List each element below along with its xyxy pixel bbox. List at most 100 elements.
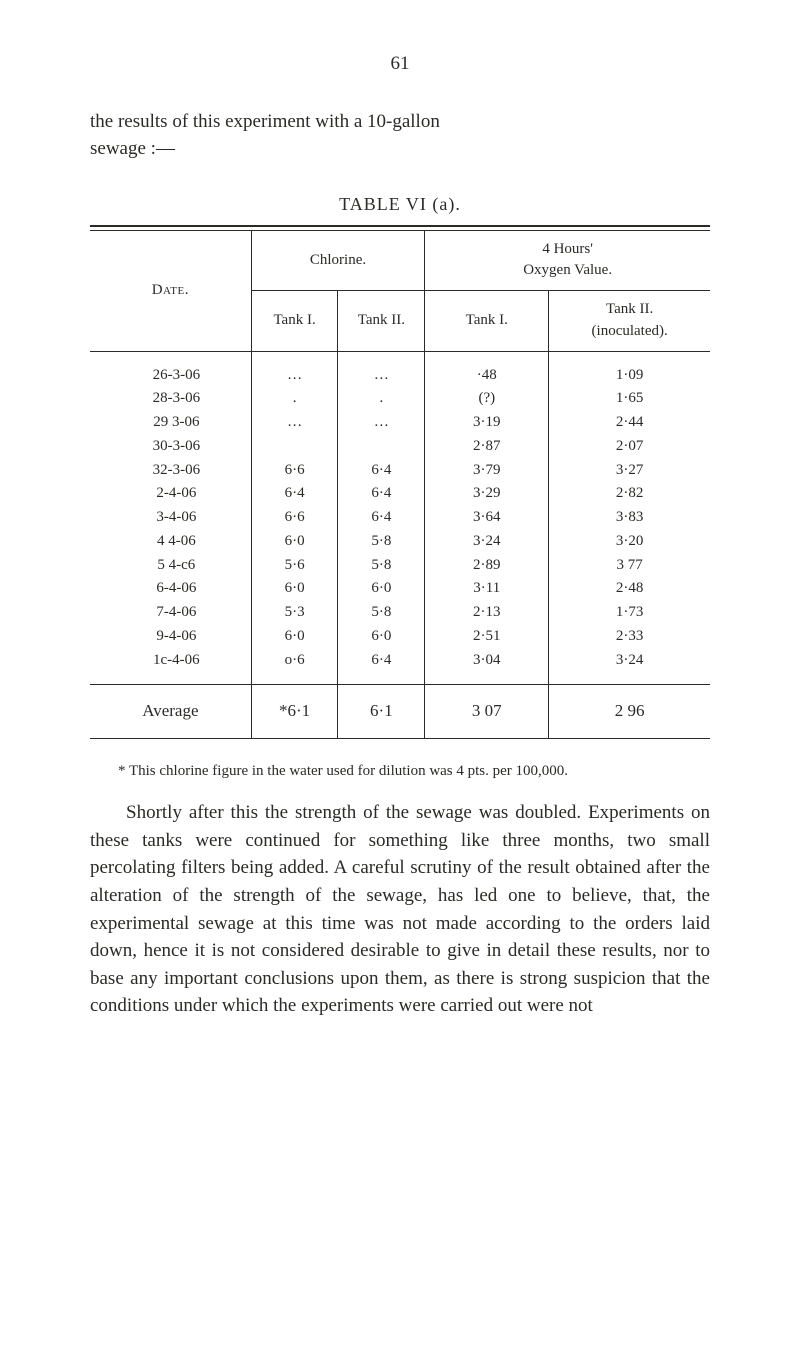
cell-c2: 5·8 <box>338 530 425 554</box>
cell-date: 30-3-06 <box>90 435 251 459</box>
cell-o2: 2·33 <box>549 625 710 649</box>
cell-date: 6-4-06 <box>90 577 251 601</box>
table-row <box>90 351 710 364</box>
cell-o1: 3·19 <box>425 411 549 435</box>
cell-o2: 2·07 <box>549 435 710 459</box>
cell-c2: 5·8 <box>338 554 425 578</box>
table-row: 6-4-06 6·0 6·0 3·11 2·48 <box>90 577 710 601</box>
cell-c1 <box>251 435 338 459</box>
cell-o1: 2·87 <box>425 435 549 459</box>
cell-o2: 1·65 <box>549 387 710 411</box>
table-row: 2-4-06 6·4 6·4 3·29 2·82 <box>90 482 710 506</box>
cell-c1: … <box>251 411 338 435</box>
cell-c1: 5·6 <box>251 554 338 578</box>
cell-c1: . <box>251 387 338 411</box>
subheader-tank2-oxygen: Tank II. (inoculated). <box>549 291 710 352</box>
header-oxygen-line1: 4 Hours' <box>542 241 593 257</box>
cell-date: 2-4-06 <box>90 482 251 506</box>
cell-o1: (?) <box>425 387 549 411</box>
intro-paragraph: the results of this experiment with a 10… <box>90 108 710 163</box>
cell-o2: 3·27 <box>549 459 710 483</box>
avg-c2: 6·1 <box>338 685 425 739</box>
cell-c1: o·6 <box>251 649 338 673</box>
cell-c2 <box>338 435 425 459</box>
cell-c2: … <box>338 411 425 435</box>
cell-c2: 5·8 <box>338 601 425 625</box>
cell-o1: 3·64 <box>425 506 549 530</box>
cell-date: 32-3-06 <box>90 459 251 483</box>
subheader-tank2-oxy-line2: (inoculated). <box>592 323 668 339</box>
table-row: 29 3-06 … … 3·19 2·44 <box>90 411 710 435</box>
cell-o1: 3·29 <box>425 482 549 506</box>
cell-c1: 6·6 <box>251 506 338 530</box>
cell-c1: 6·0 <box>251 625 338 649</box>
page-number: 61 <box>90 50 710 78</box>
cell-c1: 6·6 <box>251 459 338 483</box>
cell-date: 9-4-06 <box>90 625 251 649</box>
cell-c2: 6·4 <box>338 482 425 506</box>
cell-c1: 6·4 <box>251 482 338 506</box>
cell-o2: 2·82 <box>549 482 710 506</box>
table-row: 7-4-06 5·3 5·8 2·13 1·73 <box>90 601 710 625</box>
cell-c2: … <box>338 364 425 388</box>
table-title: TABLE VI (a). <box>90 191 710 217</box>
data-table: Date. Chlorine. 4 Hours' Oxygen Value. T… <box>90 225 710 739</box>
cell-c2: 6·4 <box>338 649 425 673</box>
cell-c2: 6·4 <box>338 459 425 483</box>
header-oxygen-line2: Oxygen Value. <box>523 262 612 278</box>
table-row: 9-4-06 6·0 6·0 2·51 2·33 <box>90 625 710 649</box>
cell-o2: 1·73 <box>549 601 710 625</box>
table-row: 4 4-06 6·0 5·8 3·24 3·20 <box>90 530 710 554</box>
cell-o1: 3·24 <box>425 530 549 554</box>
cell-c2: . <box>338 387 425 411</box>
body-paragraph: Shortly after this the strength of the s… <box>90 799 710 1019</box>
cell-date: 29 3-06 <box>90 411 251 435</box>
cell-o1: ·48 <box>425 364 549 388</box>
header-date: Date. <box>90 231 251 352</box>
subheader-tank1-chlorine: Tank I. <box>251 291 338 352</box>
table-row: 1c-4-06 o·6 6·4 3·04 3·24 <box>90 649 710 673</box>
header-chlorine: Chlorine. <box>251 231 425 291</box>
cell-o1: 3·11 <box>425 577 549 601</box>
cell-o1: 2·51 <box>425 625 549 649</box>
cell-o2: 3·24 <box>549 649 710 673</box>
subheader-tank2-chlorine: Tank II. <box>338 291 425 352</box>
data-table-wrapper: Date. Chlorine. 4 Hours' Oxygen Value. T… <box>90 225 710 739</box>
avg-c1: *6·1 <box>251 685 338 739</box>
subheader-tank1-oxygen: Tank I. <box>425 291 549 352</box>
table-row: 30-3-06 2·87 2·07 <box>90 435 710 459</box>
table-average-row: Average *6·1 6·1 3 07 2 96 <box>90 685 710 739</box>
table-footnote: * This chlorine figure in the water used… <box>90 761 710 781</box>
table-row: 28-3-06 . . (?) 1·65 <box>90 387 710 411</box>
cell-c1: … <box>251 364 338 388</box>
cell-c1: 6·0 <box>251 530 338 554</box>
cell-date: 3-4-06 <box>90 506 251 530</box>
table-header-row-1: Date. Chlorine. 4 Hours' Oxygen Value. <box>90 231 710 291</box>
cell-c2: 6·4 <box>338 506 425 530</box>
table-row: 5 4-c6 5·6 5·8 2·89 3 77 <box>90 554 710 578</box>
cell-c1: 5·3 <box>251 601 338 625</box>
intro-line-1: the results of this experiment with a 10… <box>90 111 440 132</box>
cell-o1: 3·04 <box>425 649 549 673</box>
cell-o2: 1·09 <box>549 364 710 388</box>
cell-o2: 2·44 <box>549 411 710 435</box>
cell-date: 5 4-c6 <box>90 554 251 578</box>
cell-c1: 6·0 <box>251 577 338 601</box>
cell-o1: 2·89 <box>425 554 549 578</box>
cell-date: 7-4-06 <box>90 601 251 625</box>
subheader-tank2-oxy-line1: Tank II. <box>606 301 653 317</box>
table-row <box>90 672 710 685</box>
table-row: 26-3-06 … … ·48 1·09 <box>90 364 710 388</box>
scanned-page: 61 the results of this experiment with a… <box>0 0 800 1363</box>
cell-o1: 2·13 <box>425 601 549 625</box>
intro-line-2: sewage :— <box>90 138 175 159</box>
cell-o2: 3·20 <box>549 530 710 554</box>
cell-date: 28-3-06 <box>90 387 251 411</box>
table-row: 3-4-06 6·6 6·4 3·64 3·83 <box>90 506 710 530</box>
avg-o2: 2 96 <box>549 685 710 739</box>
header-oxygen: 4 Hours' Oxygen Value. <box>425 231 710 291</box>
avg-o1: 3 07 <box>425 685 549 739</box>
cell-o2: 3·83 <box>549 506 710 530</box>
cell-date: 26-3-06 <box>90 364 251 388</box>
table-row: 32-3-06 6·6 6·4 3·79 3·27 <box>90 459 710 483</box>
